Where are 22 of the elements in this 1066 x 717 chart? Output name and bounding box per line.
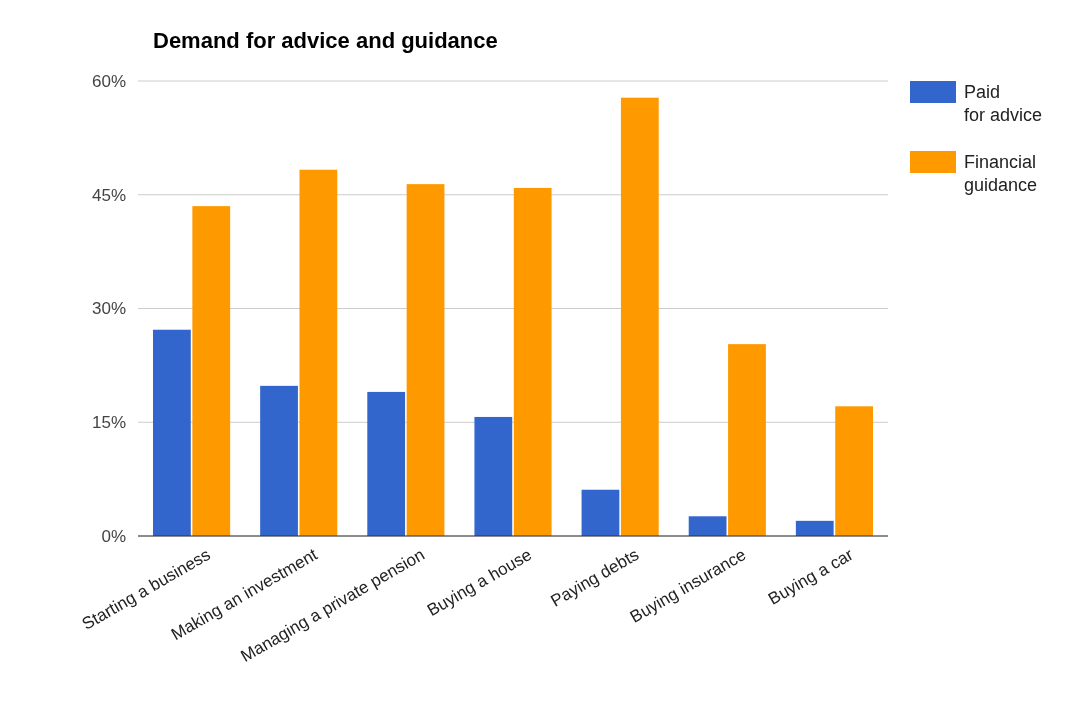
bar xyxy=(260,385,298,536)
legend-label: Financial guidance xyxy=(964,152,1042,195)
y-tick-label: 30% xyxy=(91,299,126,319)
chart-title: Demand for advice and guidance xyxy=(153,28,498,53)
legend-label: Paid for advice xyxy=(964,82,1043,125)
bar xyxy=(513,187,552,536)
bar xyxy=(835,406,873,536)
bar xyxy=(581,489,620,536)
bar xyxy=(728,344,766,536)
y-tick-label: 45% xyxy=(91,185,126,205)
bar xyxy=(299,169,338,536)
bar xyxy=(153,329,191,536)
y-tick-label: 15% xyxy=(91,413,126,433)
y-tick-label: 60% xyxy=(91,71,126,91)
y-tick-label: 0% xyxy=(101,526,126,546)
bar xyxy=(620,97,659,536)
bar xyxy=(795,520,834,536)
bar xyxy=(688,516,727,536)
bar xyxy=(474,416,513,536)
bar xyxy=(192,206,231,536)
bar xyxy=(367,391,406,536)
bar xyxy=(406,184,445,536)
